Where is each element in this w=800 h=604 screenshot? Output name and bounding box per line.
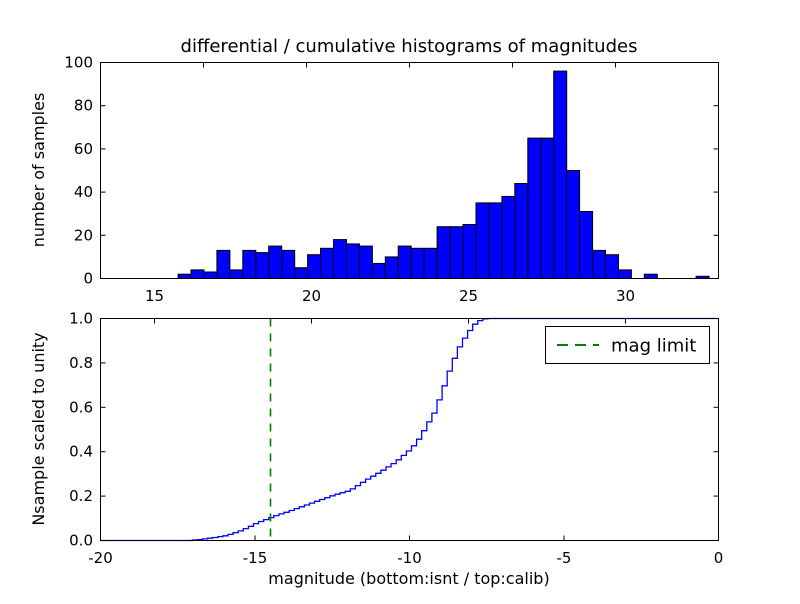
histogram-bar [177,273,192,280]
legend-box [545,326,710,364]
histogram-bar [579,211,594,279]
histogram-bar [371,262,386,279]
histogram-bar [255,252,270,280]
histogram-bar [242,249,257,279]
histogram-bar [527,137,542,279]
histogram-bar [449,226,464,279]
bottom-axes-frame [100,318,719,541]
y-tick-label: 0.8 [69,354,93,372]
histogram-bar [592,249,606,279]
x-tick-label: 20 [302,287,321,305]
histogram-bar [190,269,205,279]
histogram-bar [462,224,477,279]
top-axes-frame [100,62,719,279]
top-axes-ticks [100,62,719,236]
histogram-bar [617,269,632,279]
histogram-bar [566,170,581,279]
histogram-bar [540,137,555,279]
y-tick-label: 40 [74,183,93,201]
y-tick-label: 0.0 [69,532,93,550]
top-axes-tick-labels: 0 20 40 60 80 100 15 20 25 30 [64,54,635,306]
histogram-bar [514,183,529,279]
histogram-bar [553,70,568,279]
histogram-bar [384,256,399,279]
histogram-bar [320,247,334,280]
figure-title: differential / cumulative histograms of … [181,36,638,57]
bottom-cumulative-axes: 0.0 0.2 0.4 0.6 0.8 1.0 -20 -15 -10 -5 0 Nsample s… [29,310,723,589]
histogram-bar [410,247,425,280]
histogram-bar [501,195,516,279]
histogram-bar [268,245,283,280]
x-tick-label: -5 [557,549,572,567]
histogram-bar [358,245,373,280]
y-tick-label: 80 [74,97,93,115]
histogram-bar [488,202,503,279]
x-axis-label: magnitude (bottom:isnt / top:calib) [268,569,549,588]
histogram-bar [307,254,322,279]
x-tick-label: 25 [459,287,478,305]
histogram-bar [294,267,309,280]
histogram-bar [475,202,490,279]
histogram-bar [643,273,658,280]
top-histogram-axes: 0 20 40 60 80 100 15 20 25 30 number of samples [29,54,719,306]
y-tick-label: 1.0 [69,310,93,328]
x-tick-label: 30 [616,287,635,305]
y-tick-label: 0.4 [69,443,93,461]
histogram-bar [605,254,619,279]
top-y-axis-label: number of samples [29,93,48,248]
histogram-bar [229,269,244,279]
bottom-y-axis-label: Nsample scaled to unity [29,332,48,525]
y-tick-label: 60 [74,140,93,158]
y-tick-label: 0.2 [69,487,93,505]
y-tick-label: 0 [83,270,93,288]
y-tick-label: 0.6 [69,398,93,416]
x-tick-label: 0 [714,549,724,567]
histogram-bar [397,245,412,280]
x-tick-label: -10 [397,549,422,567]
bottom-axes-ticks [100,318,719,541]
histogram-bar [423,247,438,280]
histogram-bar [333,239,347,280]
histogram-bar [436,226,451,279]
y-tick-label: 100 [64,54,93,72]
y-tick-label: 20 [74,226,93,244]
bottom-axes-tick-labels: 0.0 0.2 0.4 0.6 0.8 1.0 -20 -15 -10 -5 0 [69,310,723,568]
histogram-bar [281,249,296,279]
histogram-bars [177,70,710,280]
histogram-bar [345,243,360,279]
histogram-bar [203,271,218,279]
x-tick-label: 15 [145,287,164,305]
histogram-bar [216,249,231,279]
x-tick-label: -20 [88,549,113,567]
legend: mag limit [545,326,710,364]
x-tick-label: -15 [243,549,268,567]
legend-label: mag limit [611,336,696,357]
